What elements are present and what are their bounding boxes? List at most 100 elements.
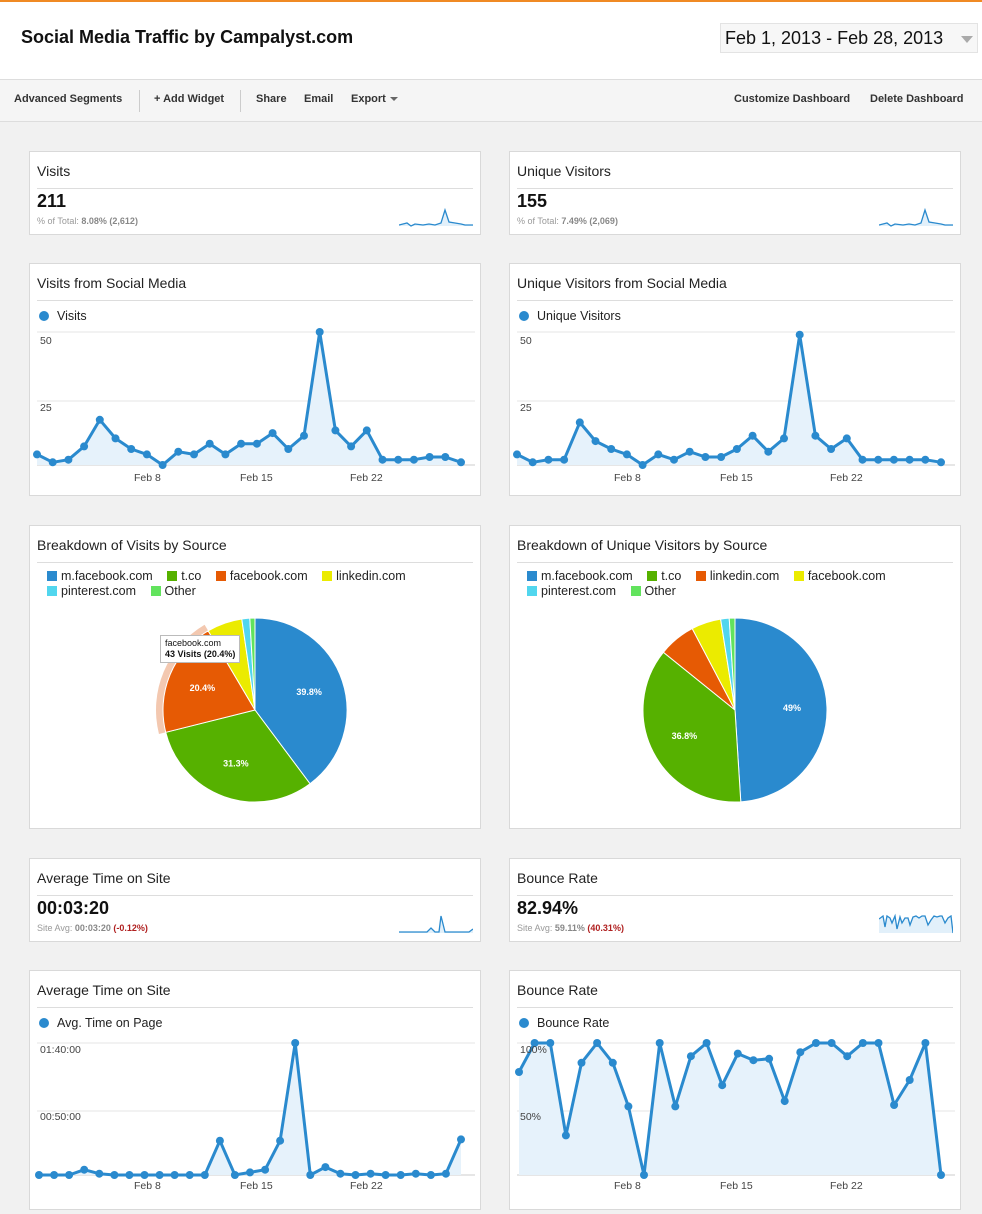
data-point[interactable] xyxy=(291,1039,300,1047)
data-point[interactable] xyxy=(921,1039,930,1047)
data-point[interactable] xyxy=(362,426,371,435)
data-point[interactable] xyxy=(780,1097,789,1106)
data-point[interactable] xyxy=(812,1039,820,1047)
data-point[interactable] xyxy=(905,1076,914,1084)
data-point[interactable] xyxy=(457,458,465,467)
legend-item[interactable]: linkedin.com xyxy=(322,569,406,584)
data-point[interactable] xyxy=(321,1163,330,1172)
data-point[interactable] xyxy=(200,1171,209,1179)
legend-item[interactable]: Other xyxy=(150,584,196,599)
legend-item[interactable]: t.co xyxy=(167,569,201,584)
data-point[interactable] xyxy=(702,1039,711,1047)
data-point[interactable] xyxy=(528,458,537,467)
data-point[interactable] xyxy=(300,431,308,440)
data-point[interactable] xyxy=(842,434,851,443)
data-point[interactable] xyxy=(858,1039,867,1047)
data-point[interactable] xyxy=(170,1171,179,1179)
data-point[interactable] xyxy=(394,455,403,464)
data-point[interactable] xyxy=(780,434,788,443)
add-widget-button[interactable]: + Add Widget xyxy=(154,93,225,105)
data-point[interactable] xyxy=(764,447,773,456)
data-point[interactable] xyxy=(351,1171,360,1179)
data-point[interactable] xyxy=(622,450,631,459)
data-point[interactable] xyxy=(937,1171,945,1179)
data-point[interactable] xyxy=(95,1169,104,1178)
data-point[interactable] xyxy=(811,431,820,440)
data-point[interactable] xyxy=(546,1039,555,1047)
data-point[interactable] xyxy=(347,442,356,451)
pie-slice[interactable] xyxy=(249,617,256,711)
data-point[interactable] xyxy=(396,1171,405,1179)
legend-item[interactable]: pinterest.com xyxy=(527,584,616,599)
legend-item[interactable]: facebook.com xyxy=(215,569,308,584)
legend-item[interactable]: Other xyxy=(630,584,676,599)
legend-item[interactable]: linkedin.com xyxy=(695,569,779,584)
chevron-down-icon[interactable] xyxy=(961,36,973,43)
email-button[interactable]: Email xyxy=(304,93,334,105)
data-point[interactable] xyxy=(336,1169,345,1178)
data-point[interactable] xyxy=(64,455,73,464)
data-point[interactable] xyxy=(560,455,569,464)
data-point[interactable] xyxy=(544,455,553,464)
data-point[interactable] xyxy=(366,1169,375,1178)
data-point[interactable] xyxy=(127,445,136,453)
date-range-picker[interactable]: Feb 1, 2013 - Feb 28, 2013 xyxy=(720,23,978,53)
legend-item[interactable]: t.co xyxy=(647,569,681,584)
data-point[interactable] xyxy=(441,1169,450,1178)
data-point[interactable] xyxy=(155,1171,164,1179)
pie-slice[interactable] xyxy=(165,709,311,803)
data-point[interactable] xyxy=(411,1169,420,1178)
data-point[interactable] xyxy=(246,1168,254,1177)
pie-slice[interactable] xyxy=(254,617,348,785)
data-point[interactable] xyxy=(50,1171,59,1179)
data-point[interactable] xyxy=(670,455,678,464)
data-point[interactable] xyxy=(577,1058,586,1067)
legend-item[interactable]: facebook.com xyxy=(793,569,886,584)
data-point[interactable] xyxy=(608,1058,617,1067)
data-point[interactable] xyxy=(268,429,277,438)
data-point[interactable] xyxy=(215,1136,224,1145)
data-point[interactable] xyxy=(701,453,710,461)
data-point[interactable] xyxy=(515,1068,523,1076)
data-point[interactable] xyxy=(185,1171,194,1179)
data-point[interactable] xyxy=(110,1171,119,1179)
data-point[interactable] xyxy=(748,431,757,440)
data-point[interactable] xyxy=(111,434,120,443)
data-point[interactable] xyxy=(174,447,183,456)
pie-slice[interactable] xyxy=(728,617,736,711)
data-point[interactable] xyxy=(749,1056,758,1065)
data-point[interactable] xyxy=(331,426,340,435)
data-point[interactable] xyxy=(638,461,647,469)
data-point[interactable] xyxy=(252,439,261,448)
data-point[interactable] xyxy=(276,1136,285,1145)
legend-item[interactable]: pinterest.com xyxy=(47,584,136,599)
data-point[interactable] xyxy=(733,1049,742,1058)
data-point[interactable] xyxy=(827,1039,836,1047)
data-point[interactable] xyxy=(48,458,57,467)
pie-slice[interactable] xyxy=(642,651,742,803)
data-point[interactable] xyxy=(718,1081,727,1090)
data-point[interactable] xyxy=(284,445,293,453)
data-point[interactable] xyxy=(190,450,198,459)
data-point[interactable] xyxy=(530,1039,539,1047)
data-point[interactable] xyxy=(593,1039,602,1047)
data-point[interactable] xyxy=(624,1102,633,1111)
export-menu[interactable]: Export xyxy=(351,93,398,105)
data-point[interactable] xyxy=(827,445,836,453)
data-point[interactable] xyxy=(80,442,89,451)
data-point[interactable] xyxy=(140,1171,149,1179)
data-point[interactable] xyxy=(843,1052,852,1061)
data-point[interactable] xyxy=(765,1054,774,1063)
data-point[interactable] xyxy=(921,455,930,464)
data-point[interactable] xyxy=(142,450,151,459)
data-point[interactable] xyxy=(575,418,584,427)
data-point[interactable] xyxy=(33,450,41,459)
data-point[interactable] xyxy=(409,455,418,464)
data-point[interactable] xyxy=(685,447,694,456)
data-point[interactable] xyxy=(561,1131,570,1140)
data-point[interactable] xyxy=(80,1165,89,1174)
data-point[interactable] xyxy=(426,1171,435,1179)
data-point[interactable] xyxy=(65,1171,74,1179)
data-point[interactable] xyxy=(905,455,914,464)
data-point[interactable] xyxy=(125,1171,134,1179)
